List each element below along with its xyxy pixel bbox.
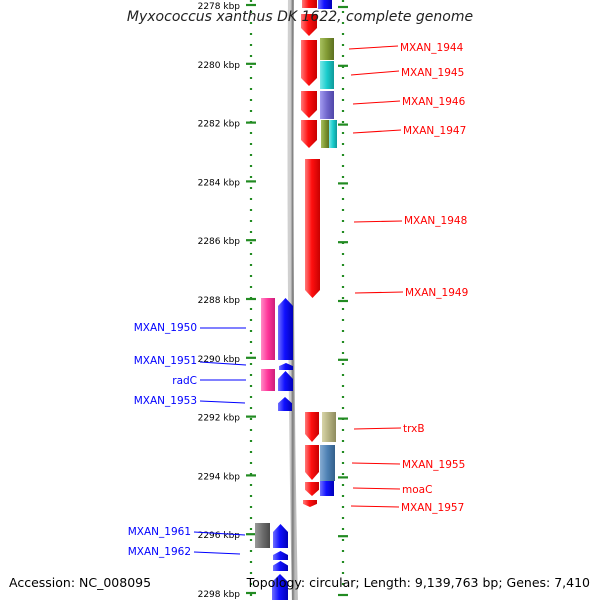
- forward-gene-arrow: [301, 40, 317, 86]
- gene-label-mxan-1948[interactable]: MXAN_1948: [404, 215, 467, 227]
- forward-gene-arrow: [303, 500, 317, 507]
- gene-leader-line: [199, 361, 247, 366]
- ruler-label: 2298 kbp: [198, 590, 241, 600]
- gene-leader-line: [193, 531, 246, 536]
- gene-block-slate: [320, 91, 334, 119]
- label-leader-lines: [193, 45, 404, 555]
- gene-leader-line: [353, 427, 402, 430]
- forward-gene-arrow: [305, 482, 319, 496]
- gene-label-mxan-1947[interactable]: MXAN_1947: [403, 125, 466, 137]
- reverse-gene-arrow: [318, 0, 332, 9]
- reverse-gene-arrow: [320, 481, 334, 496]
- forward-gene-arrow: [305, 159, 320, 298]
- gene-label-mxan-1961[interactable]: MXAN_1961: [128, 526, 191, 538]
- gene-block-olive: [320, 38, 334, 60]
- accession-label: Accession: NC_008095: [9, 575, 152, 590]
- reverse-gene-arrow: [279, 363, 293, 370]
- gene-label-mxan-1945[interactable]: MXAN_1945: [401, 67, 464, 79]
- forward-gene-arrow: [301, 120, 317, 148]
- gene-label-mxan-1957[interactable]: MXAN_1957: [401, 502, 464, 514]
- ruler-label: 2292 kbp: [198, 414, 241, 424]
- gene-leader-line: [199, 400, 246, 404]
- forward-gene-arrow: [301, 14, 317, 36]
- ruler-label: 2284 kbp: [198, 178, 241, 188]
- gene-block-cyan: [329, 120, 337, 148]
- gene-label-trxb[interactable]: trxB: [403, 423, 425, 435]
- ruler-label: 2280 kbp: [198, 61, 241, 71]
- gene-leader-line: [350, 505, 400, 508]
- reverse-gene-arrow: [273, 551, 288, 560]
- ruler-labels: 2278 kbp 2280 kbp 2282 kbp 2284 kbp 2286 kbp…: [198, 2, 241, 600]
- forward-gene-arrow: [305, 445, 319, 480]
- gene-features: [255, 0, 337, 600]
- reverse-gene-arrow: [278, 298, 293, 360]
- ruler-label: 2286 kbp: [198, 237, 241, 247]
- gene-block-pink: [261, 298, 275, 360]
- gene-label-mxan-1962[interactable]: MXAN_1962: [128, 546, 191, 558]
- gene-label-mxan-1950[interactable]: MXAN_1950: [134, 322, 197, 334]
- ruler-label: 2290 kbp: [198, 355, 241, 365]
- gene-label-mxan-1951[interactable]: MXAN_1951: [134, 355, 197, 367]
- genome-summary: Topology: circular; Length: 9,139,763 bp…: [246, 575, 590, 590]
- gene-leader-line: [352, 487, 401, 490]
- ruler-ticks: [246, 3, 348, 597]
- ruler-label: 2296 kbp: [198, 531, 241, 541]
- gene-block-gray: [255, 523, 270, 548]
- gene-block-steel: [320, 445, 335, 481]
- gene-leader-line: [350, 70, 400, 76]
- ruler-label: 2288 kbp: [198, 296, 241, 306]
- gene-block-khaki: [322, 412, 336, 442]
- gene-leader-line: [353, 220, 403, 223]
- gene-leader-line: [354, 291, 404, 294]
- gene-label-mxan-1944[interactable]: MXAN_1944: [400, 42, 464, 54]
- gene-block-cyan: [320, 61, 334, 89]
- gene-leader-line: [352, 100, 401, 105]
- reverse-gene-arrow: [272, 574, 288, 600]
- forward-gene-arrow: [301, 91, 317, 118]
- gene-label-radc[interactable]: radC: [172, 375, 197, 387]
- gene-leader-line: [193, 551, 241, 555]
- gene-label-mxan-1946[interactable]: MXAN_1946: [402, 96, 466, 108]
- forward-gene-arrow: [305, 412, 319, 442]
- ruler-label: 2278 kbp: [198, 2, 241, 12]
- ruler-label: 2294 kbp: [198, 472, 241, 482]
- reverse-gene-arrow: [273, 561, 288, 571]
- ruler-label: 2282 kbp: [198, 120, 241, 130]
- genome-title: Myxococcus xanthus DK 1622, complete gen…: [126, 9, 474, 25]
- gene-block-pink: [261, 369, 275, 391]
- gene-leader-line: [348, 45, 399, 50]
- gene-label-mxan-1949[interactable]: MXAN_1949: [405, 287, 468, 299]
- gene-labels: MXAN_1944 MXAN_1945 MXAN_1946 MXAN_1947 MXAN…: [128, 42, 469, 558]
- reverse-gene-arrow: [278, 371, 293, 391]
- gene-leader-line: [352, 129, 402, 134]
- chromosome-backbone: [287, 0, 298, 600]
- gene-leader-line: [351, 462, 401, 465]
- reverse-gene-arrow: [273, 524, 288, 548]
- forward-gene-arrow: [302, 0, 317, 8]
- gene-label-mxan-1953[interactable]: MXAN_1953: [134, 395, 197, 407]
- reverse-gene-arrow: [278, 397, 292, 411]
- gene-label-mxan-1955[interactable]: MXAN_1955: [402, 459, 465, 471]
- gene-block-olive: [321, 120, 329, 148]
- gene-label-moac[interactable]: moaC: [402, 484, 432, 496]
